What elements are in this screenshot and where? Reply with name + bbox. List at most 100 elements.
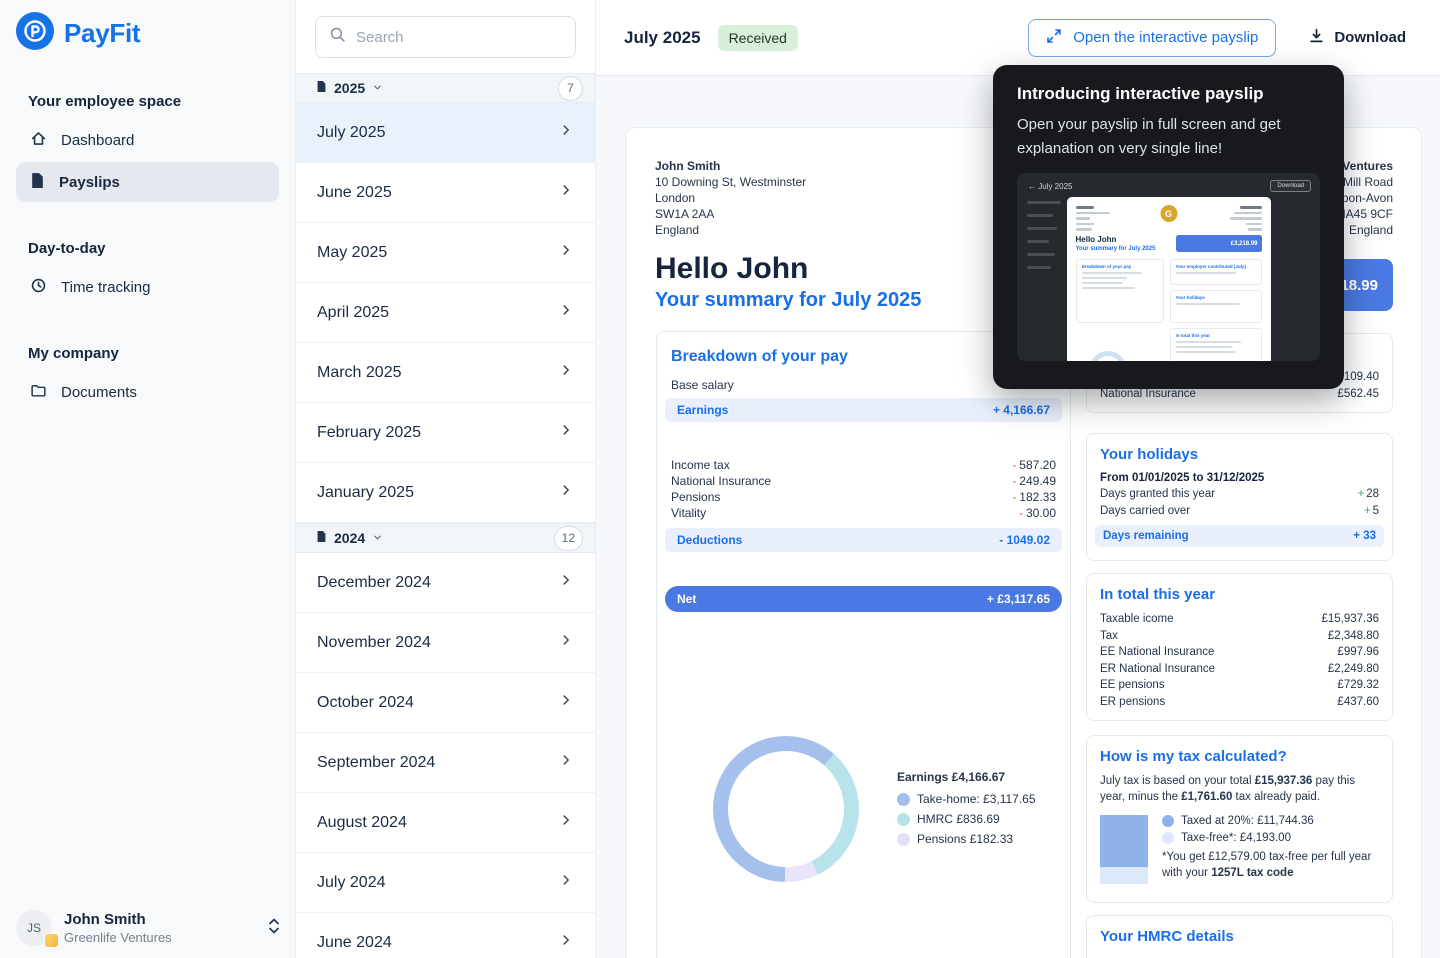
totals-card: In total this year Taxable icome £15,937.… [1086, 573, 1393, 721]
breakdown-title: Breakdown of your pay [671, 348, 848, 365]
year-count-badge: 7 [558, 75, 583, 101]
holidays-remaining-row: Days remaining + 33 [1095, 525, 1384, 547]
open-interactive-payslip-label: Open the interactive payslip [1073, 29, 1259, 46]
preview-summary: Your summary for July 2025 [1075, 246, 1156, 252]
year-group-2025[interactable]: 2025 7 [296, 73, 595, 103]
sidebar-item-payslips[interactable]: Payslips [16, 162, 279, 202]
chevron-right-icon [559, 933, 573, 952]
month-row-december-2024[interactable]: December 2024 [296, 553, 595, 613]
user-menu[interactable]: JS John Smith Greenlife Ventures [16, 910, 281, 948]
employee-name: John Smith [655, 159, 721, 173]
net-row: Net + £3,117.65 [665, 586, 1062, 612]
year-count-badge: 12 [553, 525, 583, 551]
company-badge-icon [44, 933, 59, 948]
chevron-up-down-icon [267, 916, 281, 941]
tax-legend-taxed: Taxed at 20%: £11,744.36 [1162, 815, 1371, 827]
tax-calculation-card: How is my tax calculated? July tax is ba… [1086, 735, 1393, 903]
totals-row-er-pensions: ER pensions £437.60 [1100, 695, 1379, 708]
month-label: May 2025 [317, 243, 388, 261]
month-row-march-2025[interactable]: March 2025 [296, 343, 595, 403]
holidays-title: Your holidays [1100, 446, 1199, 463]
month-label: September 2024 [317, 753, 436, 771]
sidebar-heading-my-company: My company [28, 345, 119, 362]
totals-row-taxable-income: Taxable icome £15,937.36 [1100, 613, 1379, 625]
base-salary-label: Base salary [671, 378, 734, 392]
holidays-range: From 01/01/2025 to 31/12/2025 [1100, 472, 1265, 484]
chevron-right-icon [559, 183, 573, 202]
month-row-july-2025[interactable]: July 2025 [296, 103, 595, 163]
donut-legend: Earnings £4,166.67 Take-home: £3,117.65 … [897, 770, 1036, 852]
sidebar-item-time-tracking[interactable]: Time tracking [16, 267, 279, 307]
clock-icon [30, 277, 47, 298]
chevron-right-icon [559, 243, 573, 262]
legend-item-take-home: Take-home: £3,117.65 [897, 792, 1036, 806]
deduction-row-income-tax: Income tax -587.20 [671, 458, 1056, 472]
summary-subtitle: Your summary for July 2025 [655, 289, 922, 311]
avatar: JS [16, 910, 59, 948]
tax-free-dot-icon [1162, 832, 1174, 844]
sidebar-item-dashboard[interactable]: Dashboard [16, 120, 279, 160]
preview-sidebar-bars [1027, 201, 1071, 279]
month-label: November 2024 [317, 633, 431, 651]
month-row-january-2025[interactable]: January 2025 [296, 463, 595, 523]
tax-legend: Taxed at 20%: £11,744.36 Taxe-free*: £4,… [1162, 815, 1371, 884]
search-input[interactable] [356, 28, 562, 46]
chevron-right-icon [559, 423, 573, 442]
month-label: July 2025 [317, 123, 386, 141]
chevron-right-icon [559, 753, 573, 772]
totals-row-er-national-insurance: ER National Insurance £2,249.80 [1100, 662, 1379, 675]
deduction-row-pensions: Pensions -182.33 [671, 490, 1056, 504]
holidays-row-granted: Days granted this year +28 [1100, 488, 1379, 500]
month-row-june-2024[interactable]: June 2024 [296, 913, 595, 958]
tooltip-body: Open your payslip in full screen and get… [1017, 116, 1281, 157]
deductions-total-row: Deductions - 1049.02 [665, 528, 1062, 552]
month-row-june-2025[interactable]: June 2025 [296, 163, 595, 223]
breakdown-card: Breakdown of your pay Base salary Earnin… [656, 331, 1071, 958]
tax-legend-tax-free: Taxe-free*: £4,193.00 [1162, 832, 1371, 844]
month-row-may-2025[interactable]: May 2025 [296, 223, 595, 283]
chevron-right-icon [559, 573, 573, 592]
month-row-august-2024[interactable]: August 2024 [296, 793, 595, 853]
preview-breakdown-box: Breakdown of your pay [1075, 259, 1164, 323]
chevron-right-icon [559, 633, 573, 652]
preview-employer-box: Your employer contributed (July) [1169, 259, 1262, 285]
preview-donut-icon [1088, 351, 1127, 361]
month-label: August 2024 [317, 813, 407, 831]
preview-company-address-lines [1229, 206, 1262, 234]
preview-back-month: ← July 2025 [1028, 182, 1073, 191]
sidebar-item-documents[interactable]: Documents [16, 372, 279, 412]
page-title: July 2025 [624, 27, 701, 47]
expand-icon [1046, 28, 1062, 48]
preview-paid-chip: £3,218.99 [1175, 235, 1262, 252]
month-row-september-2024[interactable]: September 2024 [296, 733, 595, 793]
legend-title: Earnings £4,166.67 [897, 770, 1006, 784]
search-icon [329, 26, 346, 48]
month-row-october-2024[interactable]: October 2024 [296, 673, 595, 733]
hmrc-dot-icon [897, 812, 910, 826]
preview-totals-box: In total this year [1169, 328, 1262, 361]
month-label: December 2024 [317, 573, 431, 591]
employee-address: John Smith 10 Downing St, Westminster Lo… [655, 159, 807, 237]
user-name: John Smith [64, 911, 146, 928]
month-row-february-2025[interactable]: February 2025 [296, 403, 595, 463]
year-group-2024[interactable]: 2024 12 [296, 523, 595, 553]
download-button[interactable]: Download [1308, 27, 1406, 48]
month-row-april-2025[interactable]: April 2025 [296, 283, 595, 343]
search-box[interactable] [315, 16, 576, 58]
month-label: October 2024 [317, 693, 414, 711]
employer-row-national-insurance: National Insurance £562.45 [1100, 388, 1379, 400]
hmrc-title: Your HMRC details [1100, 928, 1234, 945]
legend-item-hmrc: HMRC £836.69 [897, 812, 1036, 826]
earnings-donut-chart [713, 736, 859, 882]
interactive-payslip-tooltip: Introducing interactive payslip Open you… [993, 65, 1344, 389]
preview-company-logo: G [1160, 205, 1177, 222]
month-row-july-2024[interactable]: July 2024 [296, 853, 595, 913]
tax-title: How is my tax calculated? [1100, 748, 1287, 765]
download-label: Download [1334, 29, 1406, 46]
month-row-november-2024[interactable]: November 2024 [296, 613, 595, 673]
open-interactive-payslip-button[interactable]: Open the interactive payslip [1028, 18, 1277, 57]
tooltip-title: Introducing interactive payslip [1017, 84, 1264, 103]
month-label: July 2024 [317, 873, 386, 891]
sidebar-item-label: Dashboard [61, 131, 135, 149]
payfit-logo[interactable]: PayFit [0, 0, 295, 55]
